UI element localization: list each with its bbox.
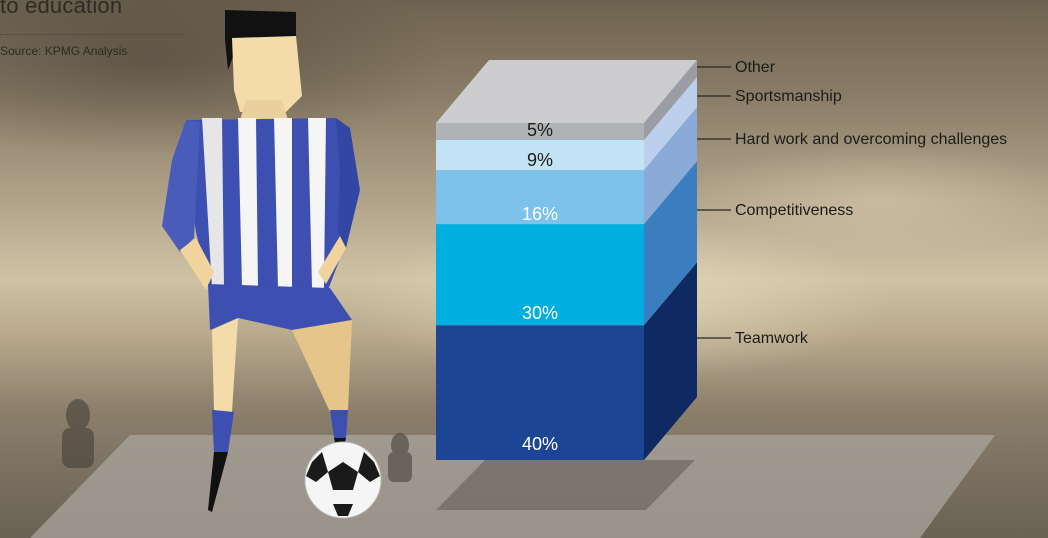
source-note: Source: KPMG Analysis [0,44,128,58]
bar-side-2 [644,107,697,225]
title-divider [0,34,186,35]
value-label-1: 30% [522,303,558,323]
bar-side-3 [644,76,697,171]
category-label-4: Other [735,59,776,76]
chart-title-fragment: to education [0,0,123,18]
value-label-2: 16% [522,204,558,224]
bar-side-0 [644,262,697,460]
bar-top-face [436,60,697,123]
value-label-0: 40% [522,434,558,454]
category-label-0: Teamwork [735,330,809,347]
bar-segment-0 [436,325,644,460]
stacked-bar-chart: 40% 30% 16% 9% 5% Teamwork Competitiveness Hard… [436,59,1007,460]
bar-side-4 [644,60,697,140]
category-label-1: Competitiveness [735,202,853,219]
category-label-3: Sportsmanship [735,88,842,105]
bar-side-1 [644,161,697,326]
soccer-ball-icon [304,441,382,519]
bar-segment-3 [436,139,644,171]
bar-segment-4 [436,123,644,140]
spectator-silhouettes [62,399,412,482]
category-label-2: Hard work and overcoming challenges [735,131,1007,148]
value-label-4: 5% [527,120,553,140]
bar-segment-2 [436,170,644,225]
bar-segment-1 [436,224,644,326]
soccer-player-figure [162,10,360,512]
bar-shadow [436,460,695,510]
value-label-3: 9% [527,150,553,170]
